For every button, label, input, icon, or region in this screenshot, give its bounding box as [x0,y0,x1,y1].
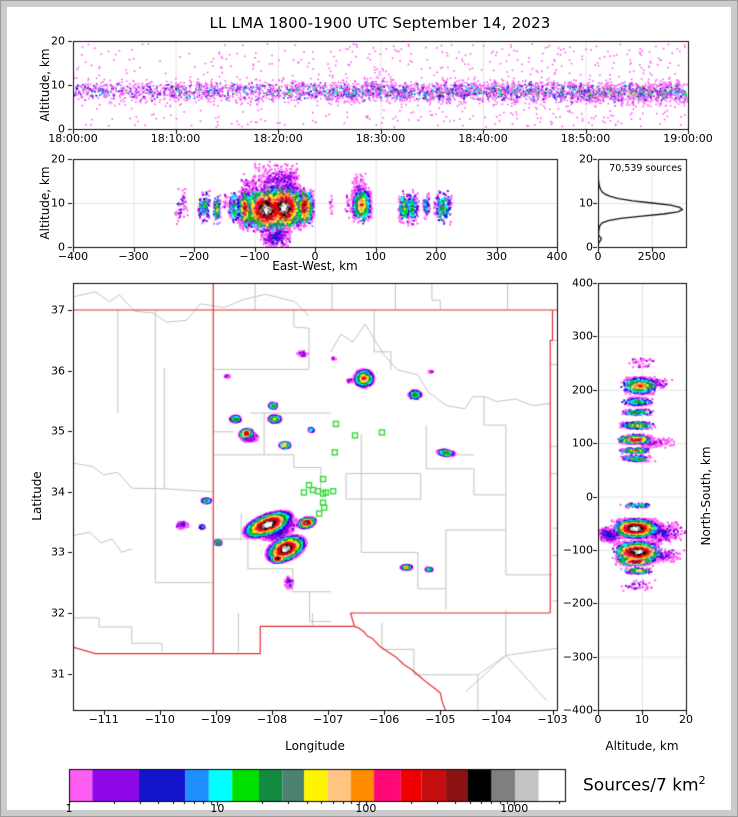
altitude-tick-label: 20 [51,152,65,166]
colorbar-tick-label: 1 [65,802,73,815]
longitude-tick-label: −106 [369,713,400,726]
latitude-tick-label: 32 [51,606,65,620]
eastwest-tick-label: −200 [178,250,210,263]
time-tick-label: 18:10:00 [150,132,201,145]
time-tick-label: 18:00:00 [48,132,98,145]
northsouth-tick-label: −100 [562,543,593,557]
colorbar-label-text: Sources/7 km [583,775,699,796]
latitude-tick-label: 33 [51,545,65,559]
eastwest-tick-label: 0 [311,250,319,263]
eastwest-tick-label: −100 [239,250,270,263]
longitude-tick-label: −110 [144,713,175,726]
histogram-tick-label: 0 [594,250,602,263]
eastwest-panel-xlabel: East-West, km [272,259,358,273]
altitude-tick-label: 10 [579,196,593,210]
latitude-tick-label: 34 [51,485,65,499]
northsouth-tick-label: 0 [586,490,593,503]
longitude-tick-label: −104 [481,713,512,726]
longitude-tick-label: −111 [88,713,119,726]
colorbar-tick-label: 10 [210,802,225,815]
source-count-annotation: 70,539 sources [609,163,682,174]
northsouth-tick-label: 400 [572,276,593,290]
eastwest-tick-label: 100 [365,250,386,263]
time-tick-label: 19:00:00 [663,132,713,145]
northsouth-tick-label: −400 [562,703,593,717]
eastwest-tick-label: −400 [57,250,89,263]
latitude-tick-label: 37 [51,303,65,317]
longitude-tick-label: −105 [425,713,456,726]
altitude-tick-label: 10 [51,78,65,92]
altitude-tick-label: 10 [51,196,65,210]
altitude-tick-label: 0 [58,122,65,136]
eastwest-panel-ylabel: Altitude, km [38,166,52,240]
histogram-tick-label: 2500 [637,250,666,263]
altitude-tick-label: 10 [635,713,649,726]
northsouth-tick-label: 100 [572,436,593,450]
northsouth-tick-label: 300 [572,329,593,343]
time-tick-label: 18:50:00 [560,132,611,145]
map-ylabel: Latitude [30,471,44,521]
time-tick-label: 18:30:00 [355,132,406,145]
altitude-tick-label: 20 [679,713,693,726]
northsouth-panel-ylabel: North-South, km [699,446,713,546]
longitude-tick-label: −109 [200,713,231,726]
colorbar-tick-label: 1000 [500,802,529,815]
altitude-tick-label: 0 [586,240,593,254]
latitude-tick-label: 31 [51,667,65,681]
longitude-tick-label: −107 [312,713,344,726]
northsouth-tick-label: 200 [572,383,593,397]
altitude-tick-label: 20 [579,152,593,166]
eastwest-tick-label: −300 [118,250,149,263]
time-panel-ylabel: Altitude, km [38,48,52,122]
eastwest-tick-label: 400 [546,250,568,263]
northsouth-panel-xlabel: Altitude, km [605,739,679,753]
altitude-tick-label: 20 [51,34,65,48]
map-xlabel: Longitude [285,739,345,753]
colorbar-label: Sources/7 km2 [583,774,706,796]
figure-title: LL LMA 1800-1900 UTC September 14, 2023 [209,14,551,32]
time-tick-label: 18:20:00 [253,132,303,145]
eastwest-tick-label: 300 [486,250,507,263]
northsouth-tick-label: −300 [562,650,593,664]
longitude-tick-label: −103 [537,713,568,726]
colorbar-label-sup: 2 [698,774,706,787]
colorbar-tick-label: 100 [355,802,377,815]
time-tick-label: 18:40:00 [458,132,508,145]
altitude-tick-label: 0 [594,713,602,726]
northsouth-tick-label: −200 [562,596,593,610]
altitude-tick-label: 0 [58,240,65,254]
eastwest-tick-label: 200 [425,250,447,263]
latitude-tick-label: 35 [51,424,65,438]
latitude-tick-label: 36 [51,364,65,378]
longitude-tick-label: −108 [256,713,288,726]
